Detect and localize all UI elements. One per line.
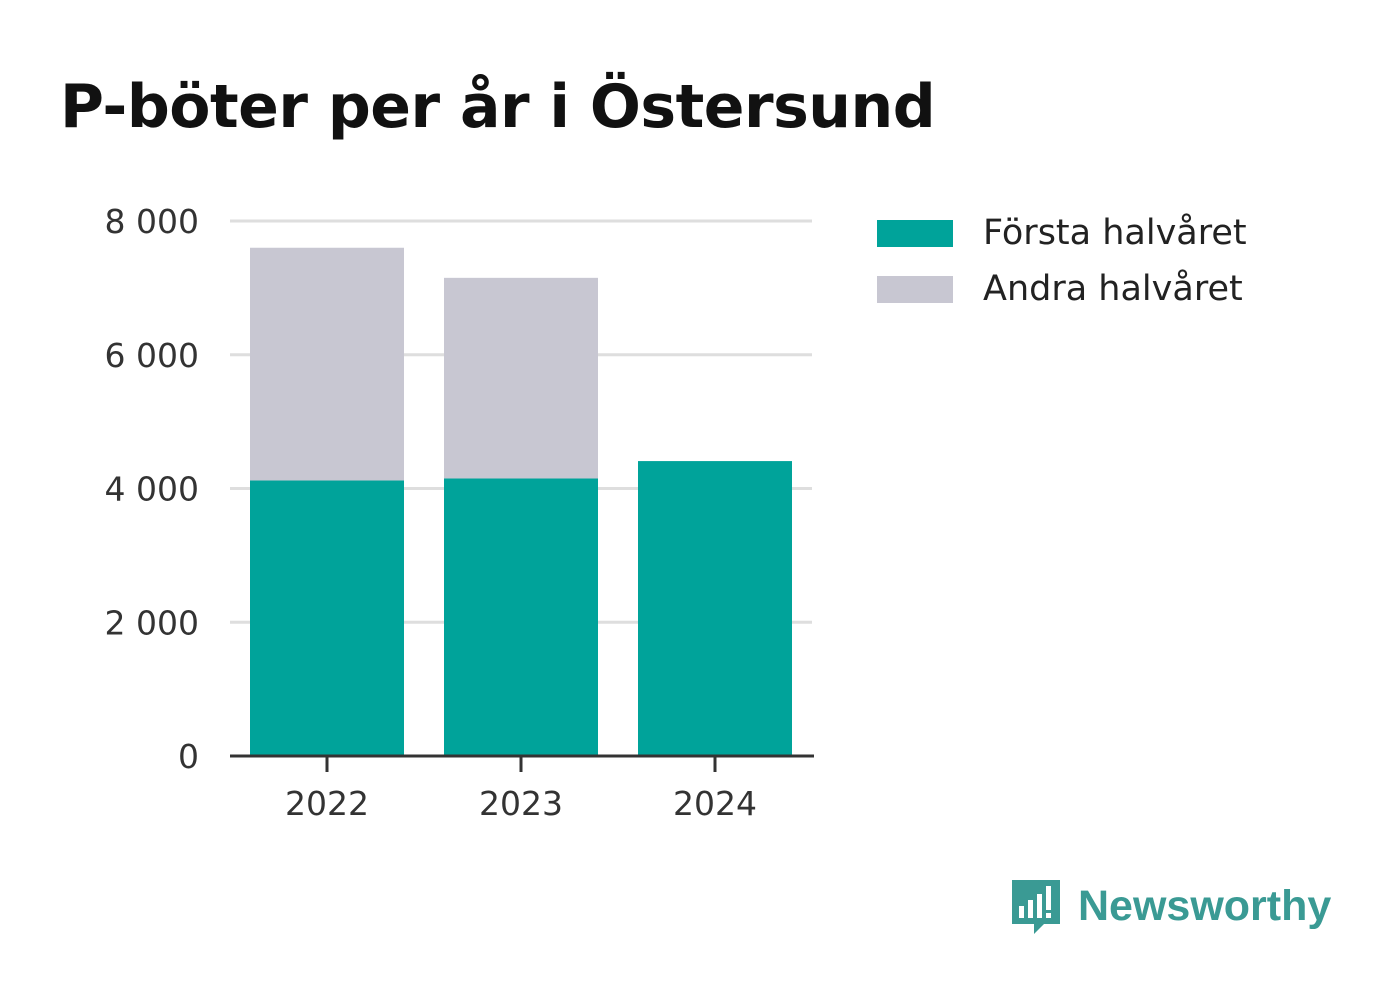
bar-2022-series-2 xyxy=(250,247,404,481)
x-tick-label-2022: 2022 xyxy=(285,784,369,823)
legend-label-first-half: Första halvåret xyxy=(983,213,1247,253)
bar-2024-series-1 xyxy=(638,461,792,756)
bar-2022-series-1 xyxy=(250,480,404,756)
newsworthy-logo: Newsworthy xyxy=(1010,876,1331,936)
chart-title: P-böter per år i Östersund xyxy=(60,72,936,142)
x-tick-label-2023: 2023 xyxy=(479,784,563,823)
legend-item-first-half: Första halvåret xyxy=(877,205,1247,261)
bar-2023-series-1 xyxy=(444,478,598,756)
legend-item-second-half: Andra halvåret xyxy=(877,261,1247,317)
bar-2023-series-2 xyxy=(444,277,598,479)
y-tick-label-2000: 2 000 xyxy=(105,603,199,642)
y-tick-label-4000: 4 000 xyxy=(105,470,199,509)
y-tick-label-0: 0 xyxy=(178,737,199,776)
x-tick-label-2024: 2024 xyxy=(673,784,757,823)
legend: Första halvåret Andra halvåret xyxy=(877,205,1247,317)
y-tick-label-6000: 6 000 xyxy=(105,336,199,375)
logo-text: Newsworthy xyxy=(1078,881,1332,930)
legend-swatch-first-half xyxy=(877,219,953,247)
newsworthy-logo-icon xyxy=(1012,880,1060,934)
y-tick-label-8000: 8 000 xyxy=(105,202,199,241)
legend-swatch-second-half xyxy=(877,275,953,303)
legend-label-second-half: Andra halvåret xyxy=(983,269,1243,309)
